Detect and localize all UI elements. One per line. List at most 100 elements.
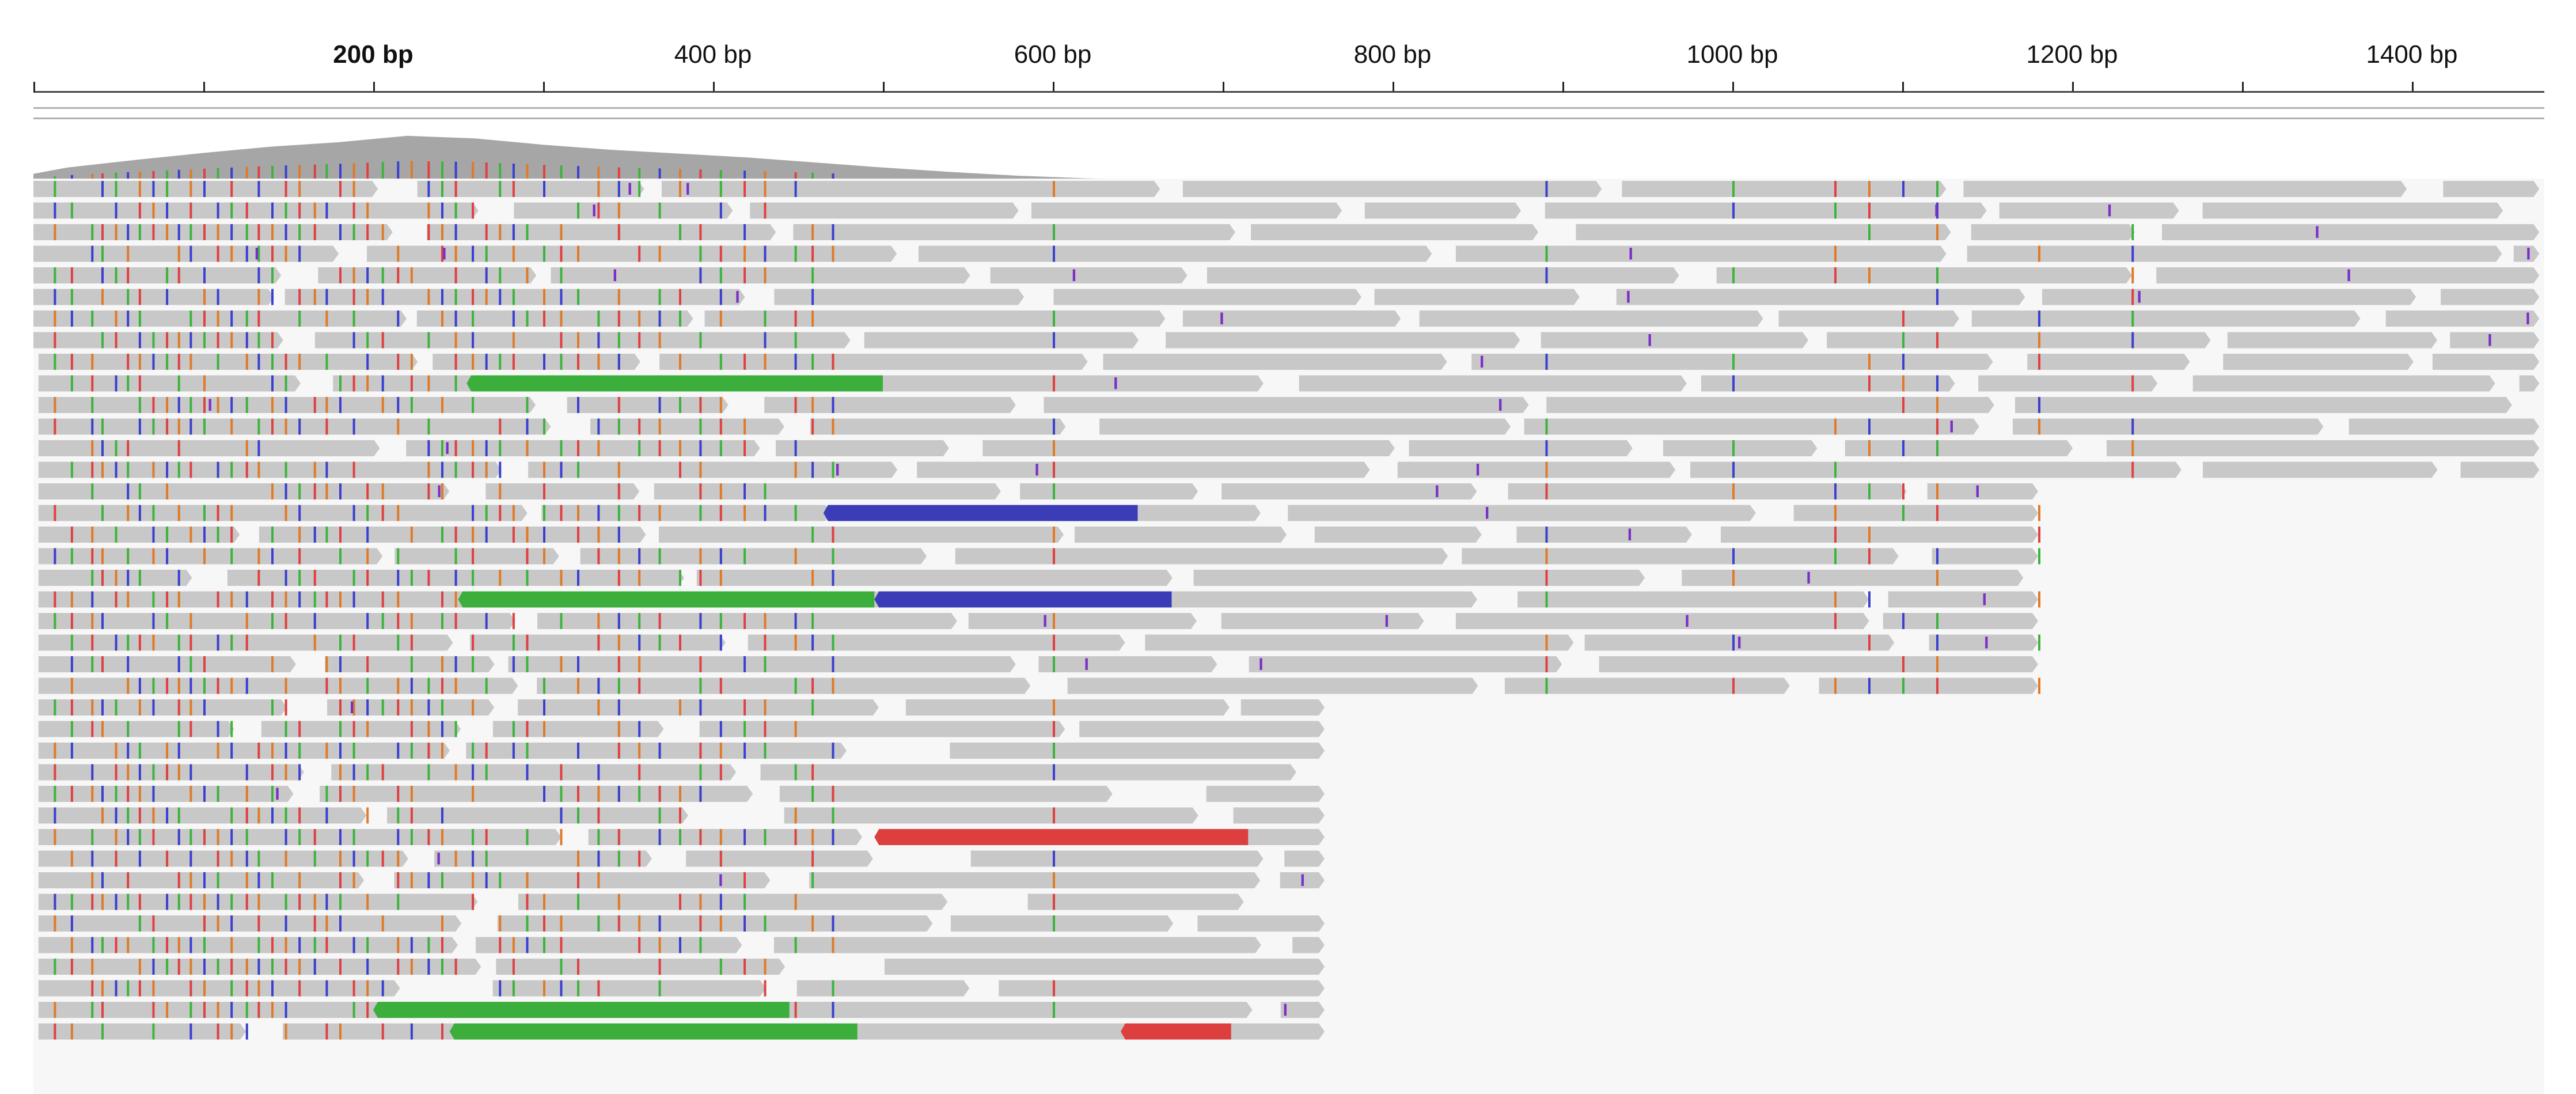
aligned-read[interactable] <box>33 202 479 219</box>
aligned-read[interactable] <box>1182 311 1401 327</box>
aligned-read[interactable] <box>1197 915 1325 932</box>
aligned-read[interactable] <box>793 224 1235 240</box>
aligned-read[interactable] <box>1233 807 1325 824</box>
aligned-read[interactable] <box>1166 332 1520 349</box>
aligned-read[interactable] <box>416 311 693 327</box>
aligned-read[interactable] <box>970 850 1264 867</box>
aligned-read[interactable] <box>990 267 1188 283</box>
aligned-read[interactable] <box>838 1023 1325 1040</box>
aligned-read[interactable] <box>2227 332 2438 349</box>
aligned-read[interactable] <box>1455 613 1869 629</box>
aligned-read[interactable] <box>1778 311 1959 327</box>
genomic-ruler[interactable]: 200 bp 400 bp 600 bp 800 bp 1000 bp 1200 bp 14… <box>0 0 2576 119</box>
aligned-read[interactable] <box>476 937 742 953</box>
aligned-read[interactable] <box>318 267 537 283</box>
aligned-read[interactable] <box>1027 894 1244 910</box>
aligned-read[interactable] <box>1888 591 2038 608</box>
aligned-read[interactable] <box>514 202 733 219</box>
aligned-read[interactable] <box>1221 613 1424 629</box>
aligned-read[interactable] <box>33 332 283 349</box>
aligned-read[interactable] <box>38 807 367 824</box>
aligned-read[interactable] <box>33 289 275 305</box>
aligned-read[interactable] <box>1701 375 1955 392</box>
aligned-read[interactable] <box>999 980 1325 997</box>
aligned-read[interactable] <box>1622 181 1947 197</box>
aligned-read[interactable] <box>905 699 1230 716</box>
aligned-read[interactable] <box>1206 786 1325 802</box>
aligned-read[interactable] <box>1455 245 1947 262</box>
aligned-read[interactable] <box>38 461 502 478</box>
aligned-read[interactable] <box>406 440 760 456</box>
aligned-read[interactable] <box>38 743 450 759</box>
aligned-read[interactable] <box>810 418 1066 435</box>
aligned-read[interactable] <box>1516 527 1692 543</box>
aligned-read[interactable] <box>686 850 873 867</box>
aligned-read[interactable] <box>497 915 933 932</box>
aligned-read[interactable] <box>1932 548 2038 565</box>
aligned-read[interactable] <box>659 354 1088 370</box>
aligned-read[interactable] <box>1314 527 1482 543</box>
aligned-read[interactable] <box>2042 289 2416 305</box>
aligned-read[interactable] <box>2443 181 2540 197</box>
aligned-read[interactable] <box>492 721 664 737</box>
aligned-read[interactable] <box>38 440 380 456</box>
aligned-read[interactable] <box>417 181 644 197</box>
aligned-read[interactable] <box>1419 311 1763 327</box>
aligned-read[interactable] <box>38 354 418 370</box>
aligned-read[interactable] <box>1193 570 1645 586</box>
aligned-read[interactable] <box>748 634 1125 651</box>
aligned-read[interactable] <box>654 483 1001 499</box>
aligned-read[interactable] <box>1963 181 2407 197</box>
aligned-read[interactable] <box>314 332 851 349</box>
aligned-read[interactable] <box>537 613 957 629</box>
aligned-read[interactable] <box>1221 483 1477 499</box>
aligned-read[interactable] <box>325 656 495 672</box>
aligned-read[interactable] <box>38 505 528 521</box>
aligned-read[interactable] <box>884 959 1325 975</box>
aligned-read[interactable] <box>38 483 450 499</box>
soft-clipped-segment[interactable] <box>1121 1023 1231 1040</box>
aligned-read[interactable] <box>773 937 1261 953</box>
aligned-read[interactable] <box>704 311 1166 327</box>
aligned-read[interactable] <box>1251 224 1539 240</box>
aligned-read[interactable] <box>551 267 970 283</box>
aligned-read[interactable] <box>508 656 1016 672</box>
aligned-read[interactable] <box>864 332 1139 349</box>
aligned-read[interactable] <box>1280 872 1325 888</box>
aligned-read[interactable] <box>1546 397 1994 413</box>
aligned-read[interactable] <box>259 527 646 543</box>
aligned-read[interactable] <box>779 786 1113 802</box>
aligned-read[interactable] <box>518 699 879 716</box>
aligned-read[interactable] <box>1067 677 1478 694</box>
aligned-read[interactable] <box>2519 375 2540 392</box>
aligned-read[interactable] <box>2441 289 2540 305</box>
aligned-read[interactable] <box>2450 332 2540 349</box>
aligned-read[interactable] <box>2156 267 2540 283</box>
aligned-read[interactable] <box>1541 332 1809 349</box>
aligned-read[interactable] <box>1207 267 1679 283</box>
aligned-read[interactable] <box>2202 202 2503 219</box>
soft-clipped-segment[interactable] <box>449 1023 858 1040</box>
aligned-read[interactable] <box>492 980 767 997</box>
aligned-read[interactable] <box>1364 202 1522 219</box>
aligned-read[interactable] <box>394 548 559 565</box>
aligned-read[interactable] <box>784 807 1198 824</box>
aligned-read[interactable] <box>320 786 753 802</box>
aligned-read[interactable] <box>1927 483 2038 499</box>
aligned-read[interactable] <box>658 527 1064 543</box>
aligned-read[interactable] <box>33 267 282 283</box>
aligned-read[interactable] <box>38 721 234 737</box>
aligned-read[interactable] <box>528 461 898 478</box>
aligned-read[interactable] <box>38 915 462 932</box>
aligned-read[interactable] <box>918 245 1432 262</box>
aligned-read[interactable] <box>950 915 1174 932</box>
aligned-read[interactable] <box>699 721 1065 737</box>
soft-clipped-segment[interactable] <box>874 591 1172 608</box>
aligned-read[interactable] <box>1288 505 1756 521</box>
aligned-read[interactable] <box>1584 634 1895 651</box>
aligned-read[interactable] <box>38 1002 394 1018</box>
aligned-read[interactable] <box>433 354 640 370</box>
aligned-read[interactable] <box>1690 461 2182 478</box>
aligned-read[interactable] <box>496 959 786 975</box>
